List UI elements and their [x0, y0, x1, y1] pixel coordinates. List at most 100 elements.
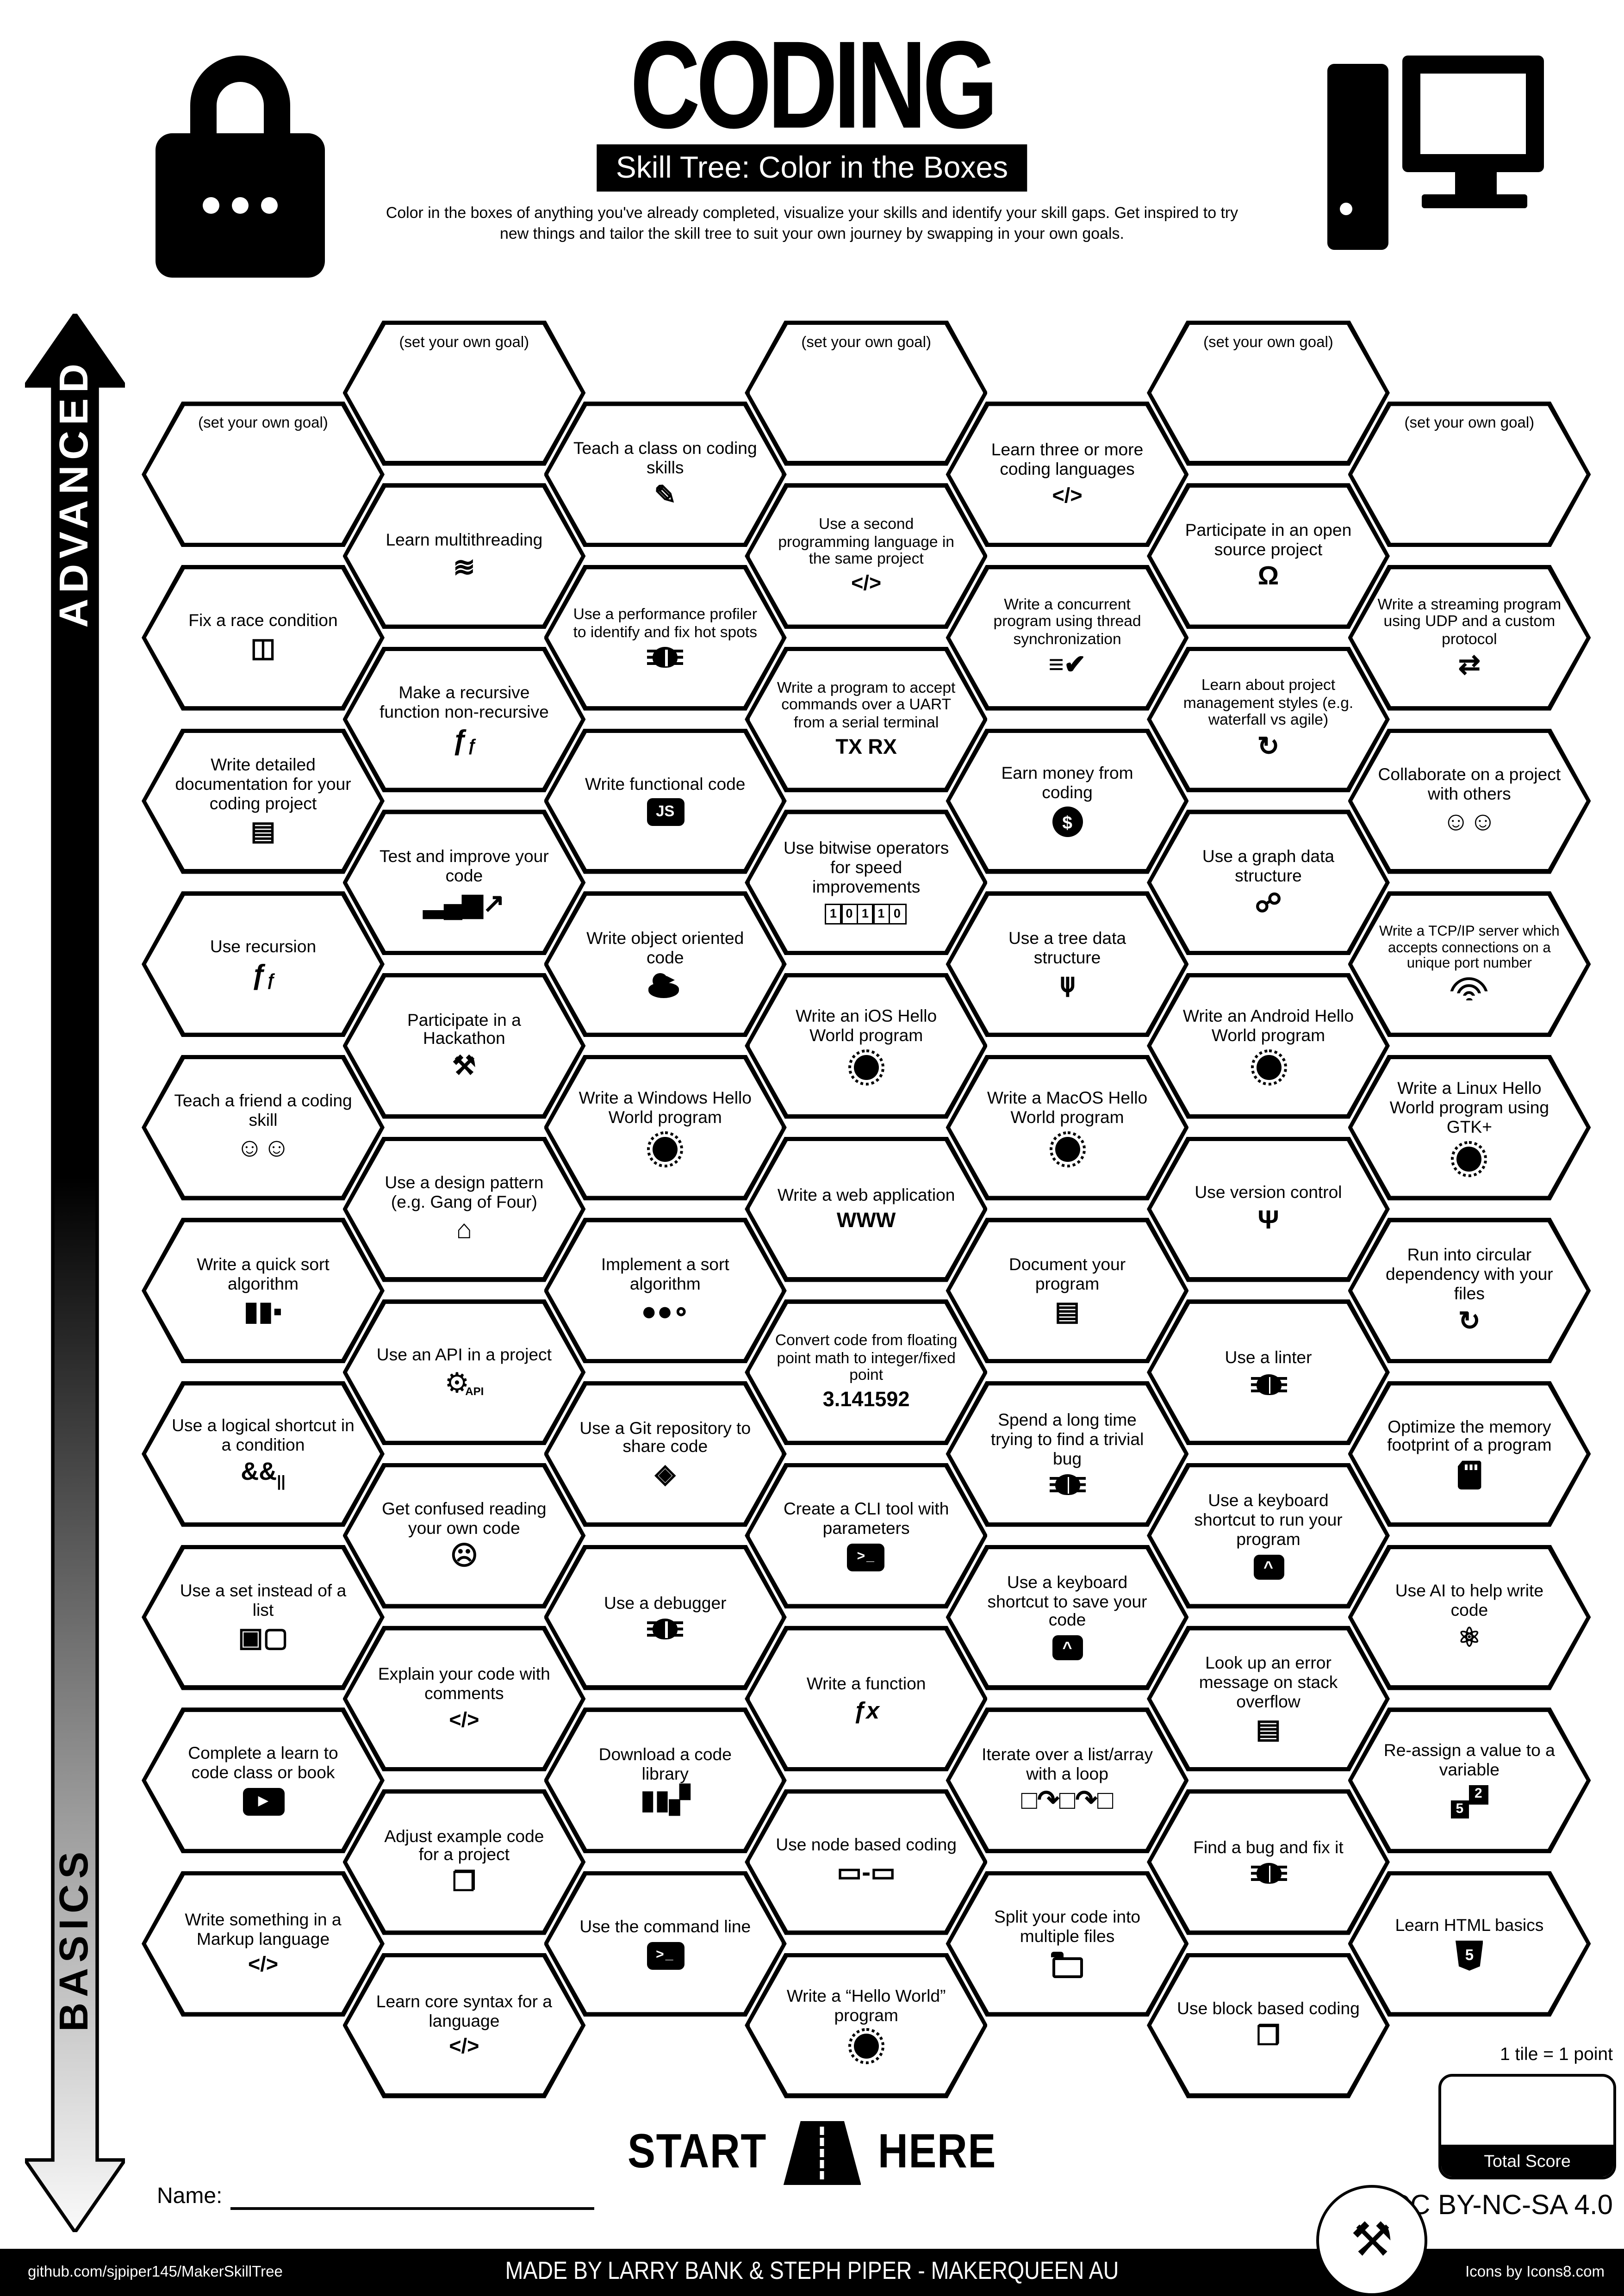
hex-tile[interactable]: Learn HTML basics 5	[1348, 1871, 1591, 2017]
hex-tile[interactable]: Write functional code JS	[543, 728, 787, 874]
hex-tile[interactable]: Download a code library ▮▮▞	[543, 1707, 787, 1854]
hex-label: Write functional code	[585, 774, 746, 794]
hex-tile[interactable]: Use a Git repository to share code ◈	[543, 1381, 787, 1527]
hex-tile[interactable]: Use a debugger	[543, 1544, 787, 1690]
hex-tile[interactable]: Use block based coding ❒	[1147, 1952, 1390, 2098]
hex-tile[interactable]: (set your own goal)	[142, 401, 385, 547]
hex-tile[interactable]: Write object oriented code	[543, 891, 787, 1037]
hex-label: Explain your code with comments	[378, 1665, 550, 1704]
hex-tile[interactable]: Teach a friend a coding skill ☺☺	[142, 1055, 385, 1201]
document-icon: ▤	[250, 817, 276, 847]
hex-tile[interactable]: (set your own goal)	[342, 320, 586, 466]
hex-tile[interactable]: Spend a long time trying to find a trivi…	[946, 1381, 1189, 1527]
hex-tile[interactable]: Write an iOS Hello World program	[745, 973, 988, 1119]
hex-label: Write a web application	[777, 1185, 955, 1204]
hex-label: Write a quick sort algorithm	[197, 1254, 330, 1294]
hex-tile[interactable]: Use a tree data structure ⋔	[946, 891, 1189, 1037]
hex-tile[interactable]: Convert code from floating point math to…	[745, 1299, 988, 1446]
hex-tile[interactable]: Use recursion ƒ ƒ	[142, 891, 385, 1037]
basics-label: BASICS	[52, 1846, 97, 2032]
hex-tile[interactable]: Use a keyboard shortcut to save your cod…	[946, 1544, 1189, 1690]
hex-tile[interactable]: Complete a learn to code class or book ▶	[142, 1707, 385, 1854]
logical-operators-icon: &&||	[241, 1458, 286, 1491]
globe-icon	[1250, 1049, 1287, 1086]
advanced-label: ADVANCED	[52, 358, 97, 628]
hex-tile[interactable]: Implement a sort algorithm ●●∘	[543, 1217, 787, 1364]
hex-tile[interactable]: Write something in a Markup language </>	[142, 1871, 385, 2017]
bug-icon	[1250, 1862, 1287, 1885]
hex-tile[interactable]: Participate in a Hackathon ⚒	[342, 973, 586, 1119]
hex-tile[interactable]: Explain your code with comments </>	[342, 1626, 586, 1772]
hex-tile[interactable]: Write a concurrent program using thread …	[946, 565, 1189, 711]
hex-tile[interactable]: Use version control Ψ	[1147, 1136, 1390, 1282]
hex-tile[interactable]: Write detailed documentation for your co…	[142, 728, 385, 874]
hex-tile[interactable]: Learn three or more coding languages </>	[946, 401, 1189, 547]
hex-tile[interactable]: Write a MacOS Hello World program	[946, 1055, 1189, 1201]
hex-tile[interactable]: Use a set instead of a list ▣▢	[142, 1544, 385, 1690]
hex-tile[interactable]: Document your program ▤	[946, 1217, 1189, 1364]
hex-tile[interactable]: (set your own goal)	[1147, 320, 1390, 466]
hex-tile[interactable]: Write a streaming program using UDP and …	[1348, 565, 1591, 711]
nodes-icon: ▭-▭	[837, 1859, 896, 1888]
cycle-arrow-icon: ↻	[1257, 733, 1280, 762]
terminal-icon: >_	[646, 1941, 684, 1969]
bubbles-icon: ●●∘	[641, 1297, 690, 1327]
hex-label: Teach a class on coding skills	[573, 438, 757, 478]
hex-tile[interactable]: Re-assign a value to a variable 5 2	[1348, 1707, 1591, 1854]
hex-tile[interactable]: Write a “Hello World” program	[745, 1952, 988, 2098]
hex-tile[interactable]: Make a recursive function non-recursive ƒ…	[342, 646, 586, 793]
hex-tile[interactable]: Run into circular dependency with your f…	[1348, 1217, 1591, 1364]
repo-link[interactable]: github.com/sjpiper145/MakerSkillTree	[28, 2264, 283, 2281]
hex-tile[interactable]: Write a web application WWW	[745, 1136, 988, 1282]
hex-tile[interactable]: Get confused reading your own code ☹	[342, 1463, 586, 1609]
hex-tile[interactable]: Write a program to accept commands over …	[745, 646, 988, 793]
hex-tile[interactable]: Use a logical shortcut in a condition &&|…	[142, 1381, 385, 1527]
money-bag-icon: $	[1052, 807, 1083, 838]
hex-tile[interactable]: Use a keyboard shortcut to run your prog…	[1147, 1463, 1390, 1609]
icons-credit: Icons by Icons8.com	[1465, 2264, 1605, 2281]
hex-tile[interactable]: Iterate over a list/array with a loop □↷□…	[946, 1707, 1189, 1854]
hex-tile[interactable]: Write a TCP/IP server which accepts conn…	[1348, 891, 1591, 1037]
hex-tile[interactable]: Use bitwise operators for speed improvem…	[745, 809, 988, 956]
hex-tile[interactable]: Optimize the memory footprint of a progr…	[1348, 1381, 1591, 1527]
hex-tile[interactable]: Use an API in a project ⚙ API	[342, 1299, 586, 1446]
hex-tile[interactable]: Write a function ƒx	[745, 1626, 988, 1772]
hex-tile[interactable]: Write an Android Hello World program	[1147, 973, 1390, 1119]
hex-label: Use version control	[1195, 1183, 1342, 1203]
facepalm-icon: ☹	[450, 1542, 478, 1572]
hex-tile[interactable]: Teach a class on coding skills ✎	[543, 401, 787, 547]
wifi-icon	[1450, 977, 1489, 1004]
hex-tile[interactable]: Use a performance profiler to identify a…	[543, 565, 787, 711]
hex-tile[interactable]: Earn money from coding $	[946, 728, 1189, 874]
hex-label: Write a program to accept commands over …	[777, 680, 956, 732]
hex-tile[interactable]: Split your code into multiple files	[946, 1871, 1189, 2017]
hex-tile[interactable]: Collaborate on a project with others ☺☺	[1348, 728, 1591, 874]
hex-label: Write a “Hello World” program	[786, 1986, 946, 2025]
hex-tile[interactable]: Find a bug and fix it	[1147, 1789, 1390, 1935]
name-input-line[interactable]	[230, 2182, 595, 2210]
hex-tile[interactable]: (set your own goal)	[745, 320, 988, 466]
hex-tile[interactable]: (set your own goal)	[1348, 401, 1591, 547]
hex-tile[interactable]: Use a linter	[1147, 1299, 1390, 1446]
hex-tile[interactable]: Participate in an open source project Ω	[1147, 483, 1390, 629]
hex-tile[interactable]: Use a design pattern (e.g. Gang of Four)…	[342, 1136, 586, 1282]
hex-tile[interactable]: Write a Linux Hello World program using …	[1348, 1055, 1591, 1201]
hex-tile[interactable]: Fix a race condition ◫	[142, 565, 385, 711]
total-score-box[interactable]: Total Score	[1438, 2074, 1616, 2179]
hex-tile[interactable]: Use a graph data structure ☍	[1147, 809, 1390, 956]
hex-tile[interactable]: Learn multithreading ≋	[342, 483, 586, 629]
hex-tile[interactable]: Use the command line >_	[543, 1871, 787, 2017]
hex-tile[interactable]: Use a second programming language in the…	[745, 483, 988, 629]
hex-tile[interactable]: Use node based coding ▭-▭	[745, 1789, 988, 1935]
hex-tile[interactable]: Write a quick sort algorithm ▮▮▪	[142, 1217, 385, 1364]
hex-label: Spend a long time trying to find a trivi…	[990, 1410, 1144, 1469]
name-label: Name:	[157, 2185, 223, 2209]
hex-tile[interactable]: Adjust example code for a project ❐	[342, 1789, 586, 1935]
hex-tile[interactable]: Use AI to help write code ⚛	[1348, 1544, 1591, 1690]
hex-tile[interactable]: Learn core syntax for a language </>	[342, 1952, 586, 2098]
hex-tile[interactable]: Look up an error message on stack overfl…	[1147, 1626, 1390, 1772]
hex-tile[interactable]: Learn about project management styles (e…	[1147, 646, 1390, 793]
hex-tile[interactable]: Create a CLI tool with parameters >_	[745, 1463, 988, 1609]
hex-tile[interactable]: Write a Windows Hello World program	[543, 1055, 787, 1201]
hex-tile[interactable]: Test and improve your code ▂▄▆↗	[342, 809, 586, 956]
